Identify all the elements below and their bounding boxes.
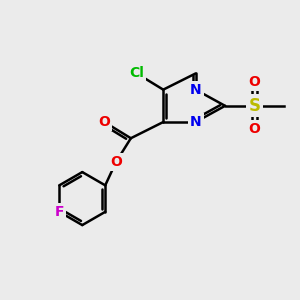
- Text: O: O: [249, 122, 260, 136]
- Text: S: S: [248, 97, 260, 115]
- Text: F: F: [55, 205, 64, 219]
- Text: O: O: [249, 75, 260, 89]
- Text: Cl: Cl: [129, 66, 144, 80]
- Text: N: N: [190, 82, 202, 97]
- Text: O: O: [110, 155, 122, 169]
- Text: O: O: [98, 115, 110, 129]
- Text: N: N: [190, 115, 202, 129]
